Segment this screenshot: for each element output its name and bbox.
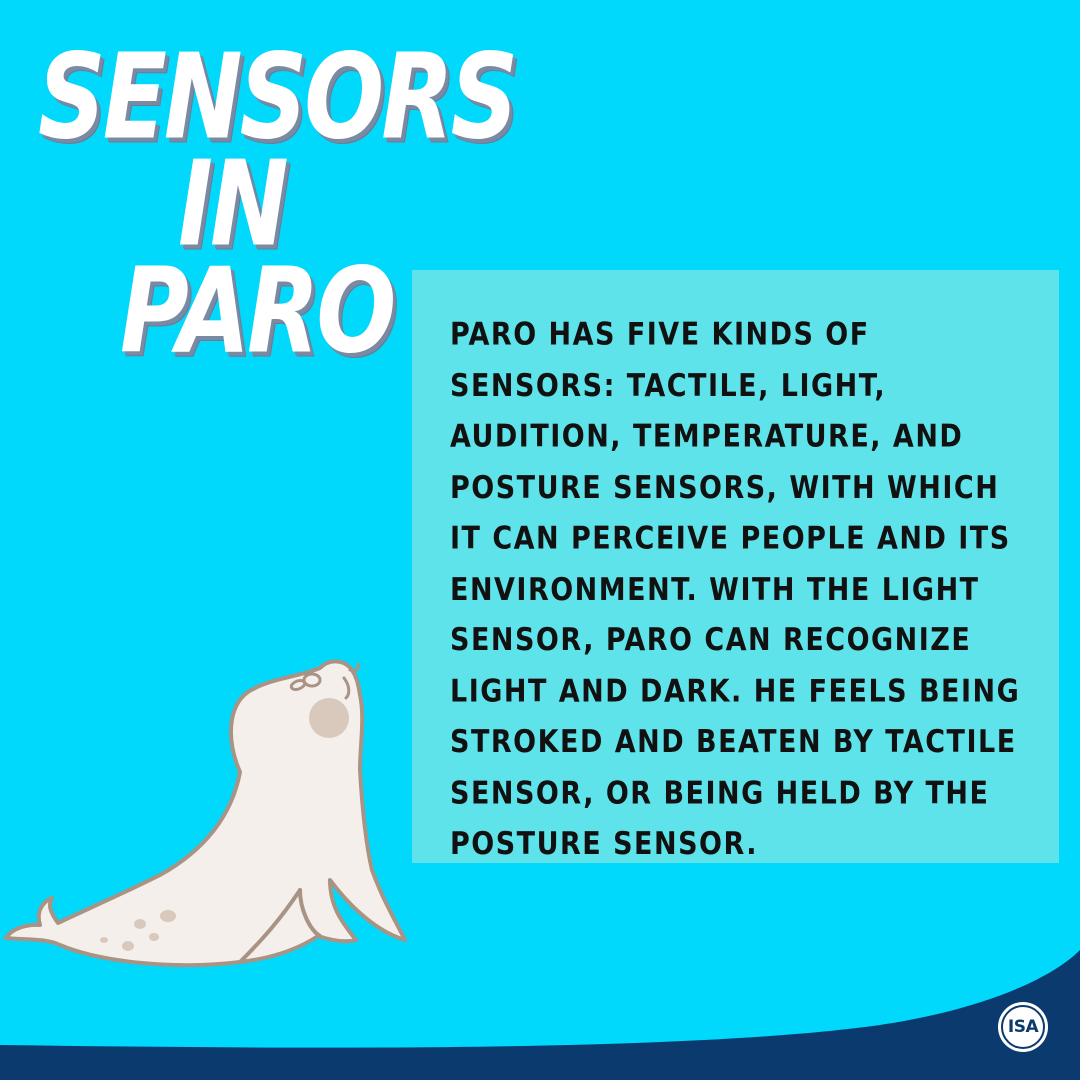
isa-logo-text: ISA [1007,1017,1039,1037]
info-text-box: PARO HAS FIVE KINDS OF SENSORS: TACTILE,… [412,270,1059,863]
body-text: PARO HAS FIVE KINDS OF SENSORS: TACTILE,… [450,316,1021,863]
seal-icon [4,659,407,968]
footer-wave [0,950,1080,1080]
isa-logo-icon [998,1002,1048,1052]
title-line-in: IN [178,137,289,274]
title-line-paro: PARO [120,244,396,381]
title-line-sensors: SENSORS [38,30,518,167]
